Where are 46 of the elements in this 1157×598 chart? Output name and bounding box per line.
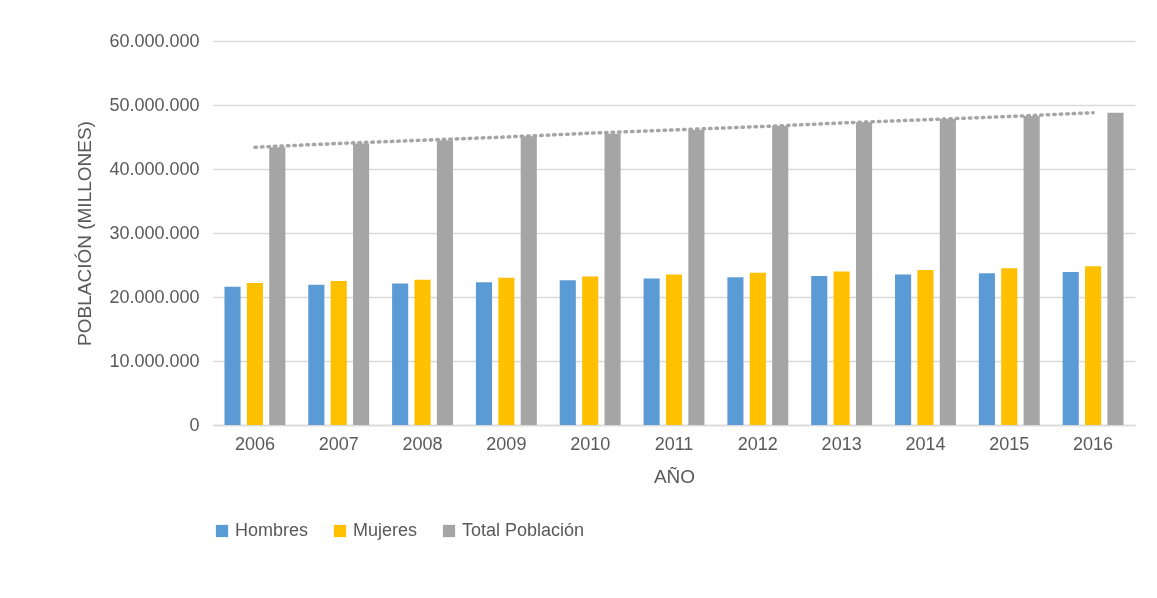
bar [833,271,850,425]
bar [559,280,576,425]
bar [978,273,995,425]
bar [895,274,912,425]
y-tick-label: 50.000.000 [109,94,200,115]
y-tick-label: 30.000.000 [109,222,200,243]
bar [643,278,660,425]
bar [308,284,325,425]
bar [475,282,493,425]
y-tick-label: 60.000.000 [109,30,200,51]
bar [246,282,263,425]
legend-label: Mujeres [353,520,418,540]
x-tick-label: 2012 [737,433,778,454]
x-tick-label: 2010 [570,433,611,454]
x-tick-label: 2009 [486,433,527,454]
bar [392,283,409,425]
bar [582,276,599,425]
legend-label: Total Población [462,520,585,540]
y-tick-label: 0 [189,414,200,435]
bar [811,275,828,425]
bar [1001,268,1018,425]
bar [1062,272,1079,425]
bar [330,281,347,425]
x-tick-label: 2007 [318,433,359,454]
bar [727,277,744,425]
x-tick-label: 2015 [989,433,1030,454]
x-tick-label: 2013 [821,433,862,454]
legend-label: Hombres [235,520,309,540]
x-tick-label: 2016 [1073,433,1114,454]
bar [1085,266,1102,425]
bar [749,272,766,425]
bar [665,274,683,425]
x-tick-label: 2006 [234,433,275,454]
y-tick-label: 20.000.000 [109,286,200,307]
x-tick-label: 2008 [402,433,443,454]
bar [1107,112,1124,425]
bar [498,277,515,425]
x-tick-label: 2014 [905,433,946,454]
y-tick-label: 10.000.000 [109,350,200,371]
bar [224,286,241,425]
y-axis-title: POBLACIÓN (MILLONES) [74,121,96,346]
bar [414,279,431,425]
x-tick-label: 2011 [654,433,694,454]
y-tick-label: 40.000.000 [109,158,200,179]
bar [917,270,934,425]
x-axis-title: AÑO [653,465,696,487]
